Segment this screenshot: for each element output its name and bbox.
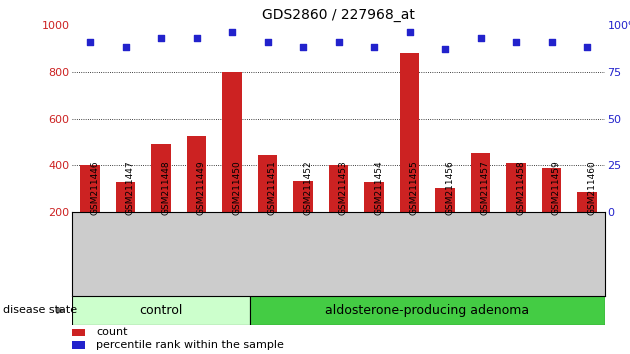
Point (404, 29, 415, 35)
Point (120, 45, 131, 50)
Bar (72, 341, 85, 349)
Text: GSM211451: GSM211451 (268, 160, 277, 215)
Bar (116, 182, 135, 259)
Text: GSM211455: GSM211455 (410, 160, 418, 215)
Bar (250, 296, 605, 325)
Text: GSM211456: GSM211456 (445, 160, 454, 215)
Text: GSM211457: GSM211457 (481, 160, 490, 215)
Text: aldosterone-producing adenoma: aldosterone-producing adenoma (325, 304, 529, 317)
Bar (222, 72, 242, 259)
Bar (435, 188, 455, 259)
Bar (294, 181, 313, 259)
Text: GSM211459: GSM211459 (552, 160, 561, 215)
Point (227, 29, 237, 35)
Bar (577, 193, 597, 259)
Bar (507, 163, 526, 259)
Text: disease state: disease state (3, 306, 77, 315)
Bar (187, 136, 207, 259)
Point (192, 35, 202, 41)
Text: GSM211450: GSM211450 (232, 160, 241, 215)
Text: control: control (139, 304, 183, 317)
Text: GSM211449: GSM211449 (197, 160, 205, 215)
Text: percentile rank within the sample: percentile rank within the sample (96, 340, 284, 350)
Point (263, 39, 273, 45)
Point (156, 35, 166, 41)
Bar (329, 166, 348, 259)
Text: GSM211458: GSM211458 (516, 160, 525, 215)
Text: count: count (96, 327, 128, 337)
Bar (72, 329, 85, 336)
Text: GSM211460: GSM211460 (587, 160, 596, 215)
Text: GSM211452: GSM211452 (303, 160, 312, 215)
Bar (471, 153, 490, 259)
Title: GDS2860 / 227968_at: GDS2860 / 227968_at (262, 8, 415, 22)
Point (476, 35, 486, 41)
Bar (542, 168, 561, 259)
Text: GSM211448: GSM211448 (161, 160, 170, 215)
Bar (364, 182, 384, 259)
Point (582, 45, 592, 50)
Bar (81, 166, 100, 259)
Bar (151, 144, 171, 259)
Point (333, 39, 343, 45)
Text: GSM211446: GSM211446 (90, 160, 99, 215)
Point (298, 45, 308, 50)
Text: GSM211454: GSM211454 (374, 160, 383, 215)
Point (546, 39, 557, 45)
Point (511, 39, 521, 45)
Text: GSM211453: GSM211453 (338, 160, 348, 215)
Bar (400, 53, 420, 259)
Point (369, 45, 379, 50)
Point (440, 46, 450, 52)
Text: GSM211447: GSM211447 (125, 160, 135, 215)
Bar (258, 155, 277, 259)
Bar (72, 296, 250, 325)
Point (85, 39, 95, 45)
